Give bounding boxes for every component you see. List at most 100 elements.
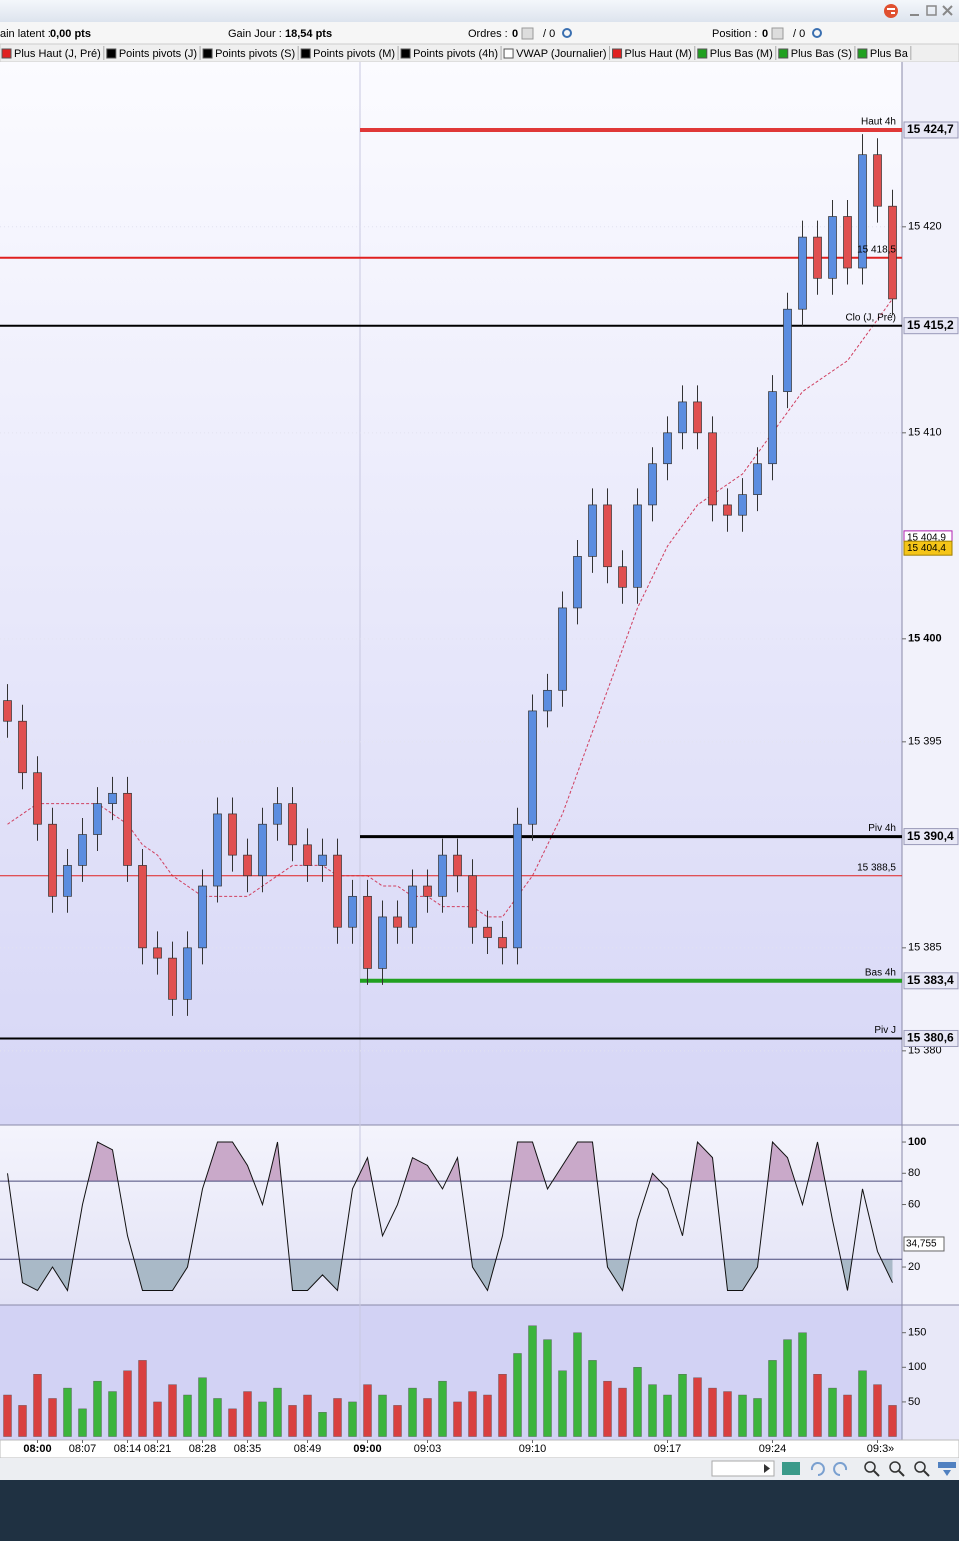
y-tick-label: 150 — [908, 1327, 926, 1339]
candle-body — [258, 823, 267, 877]
candle-body — [558, 607, 567, 691]
toolbar — [0, 1458, 959, 1480]
volume-bar — [3, 1394, 12, 1437]
settings-icon[interactable] — [562, 28, 572, 38]
candle-body — [183, 947, 192, 1000]
x-tick-label: 09:3 — [867, 1443, 888, 1455]
volume-bar — [513, 1353, 522, 1437]
level-tag-label: 15 383,4 — [907, 973, 954, 987]
legend-label[interactable]: Points pivots (S) — [215, 48, 295, 60]
level-tag — [903, 121, 959, 139]
legend-swatch — [400, 48, 411, 59]
y-tick-label: 15 400 — [908, 633, 942, 645]
toolbar-buttons[interactable] — [711, 1460, 956, 1477]
info-value: 0,00 pts — [50, 28, 91, 40]
volume-bar — [708, 1387, 717, 1437]
legend-label[interactable]: Points pivots (4h) — [413, 48, 498, 60]
x-tick-label: 08:49 — [294, 1443, 322, 1455]
legend-label[interactable]: Points pivots (M) — [313, 48, 395, 60]
volume-bar — [678, 1374, 687, 1437]
candle-body — [303, 844, 312, 866]
volume-bar — [843, 1394, 852, 1437]
candle-body — [168, 957, 177, 1000]
volume-bar — [618, 1387, 627, 1437]
candle-body — [873, 154, 882, 207]
volume-bar — [498, 1374, 507, 1437]
candle-body — [663, 432, 672, 465]
legend-swatch — [503, 48, 514, 59]
candle-body — [63, 865, 72, 897]
info-extra: / 0 — [793, 28, 805, 40]
candle-body — [363, 895, 372, 969]
candle-body — [483, 926, 492, 938]
volume-bar — [603, 1380, 612, 1437]
candle-body — [138, 865, 147, 949]
candle-body — [858, 154, 867, 269]
candle-body — [408, 885, 417, 928]
volume-bar — [318, 1412, 327, 1437]
volume-bar — [63, 1387, 72, 1437]
info-extra: / 0 — [543, 28, 555, 40]
volume-bar — [693, 1377, 702, 1437]
candle-body — [18, 720, 27, 774]
info-label: Ordres : — [468, 28, 508, 40]
price-panel — [0, 62, 902, 1125]
volume-bar — [663, 1394, 672, 1437]
volume-bar — [588, 1360, 597, 1437]
info-label: Gain Jour : — [228, 28, 282, 40]
taskbar — [0, 1480, 959, 1541]
candle-body — [588, 504, 597, 557]
y-tick-label: 15 385 — [908, 942, 942, 954]
level-tag — [903, 828, 959, 846]
legend-swatch — [202, 48, 213, 59]
volume-bar — [813, 1374, 822, 1437]
legend-label[interactable]: Plus Bas (S) — [791, 48, 852, 60]
window-buttons[interactable] — [884, 4, 953, 18]
x-tick-label: 09:00 — [353, 1443, 381, 1455]
oscillator-axis — [902, 1125, 959, 1305]
legend-label[interactable]: Plus Haut (M) — [625, 48, 692, 60]
volume-bar — [888, 1405, 897, 1437]
x-tick-label: 08:00 — [23, 1443, 51, 1455]
volume-bar — [243, 1391, 252, 1437]
volume-bar — [138, 1360, 147, 1437]
volume-bar — [543, 1339, 552, 1437]
volume-bar — [573, 1332, 582, 1437]
candle-body — [843, 216, 852, 269]
legend-label[interactable]: Plus Bas (M) — [710, 48, 773, 60]
volume-bar — [873, 1384, 882, 1437]
volume-bar — [48, 1398, 57, 1437]
scroll-end[interactable]: » — [888, 1443, 894, 1455]
volume-bar — [738, 1394, 747, 1437]
x-tick-label: 08:21 — [144, 1443, 172, 1455]
candle-body — [513, 823, 522, 949]
candle-body — [723, 504, 732, 516]
y-tick-label: 80 — [908, 1167, 920, 1179]
price-axis — [902, 62, 959, 1125]
legend-label[interactable]: VWAP (Journalier) — [516, 48, 606, 60]
volume-bar — [198, 1377, 207, 1437]
volume-bar — [723, 1391, 732, 1437]
legend-label[interactable]: Points pivots (J) — [119, 48, 197, 60]
info-value: 18,54 pts — [285, 28, 332, 40]
legend-label[interactable]: Plus Ba — [870, 48, 909, 60]
info-label: ain latent : — [0, 28, 51, 40]
volume-bar — [438, 1380, 447, 1437]
volume-bar — [33, 1374, 42, 1437]
oscillator-tag — [903, 1236, 945, 1252]
legend-label[interactable]: Plus Haut (J, Pré) — [14, 48, 101, 60]
y-tick-label: 100 — [908, 1136, 926, 1148]
x-tick-label: 09:10 — [519, 1443, 547, 1455]
volume-bar — [78, 1408, 87, 1437]
settings-icon[interactable] — [812, 28, 822, 38]
oscillator-line — [7, 1140, 893, 1292]
legend-swatch — [697, 48, 708, 59]
price-plot — [0, 127, 902, 1040]
y-tick-label: 15 395 — [908, 736, 942, 748]
price-tag — [903, 540, 953, 556]
level-label: 15 388,5 — [857, 862, 896, 873]
volume-panel — [0, 1305, 902, 1440]
volume-bar — [228, 1408, 237, 1437]
candle-body — [453, 854, 462, 877]
